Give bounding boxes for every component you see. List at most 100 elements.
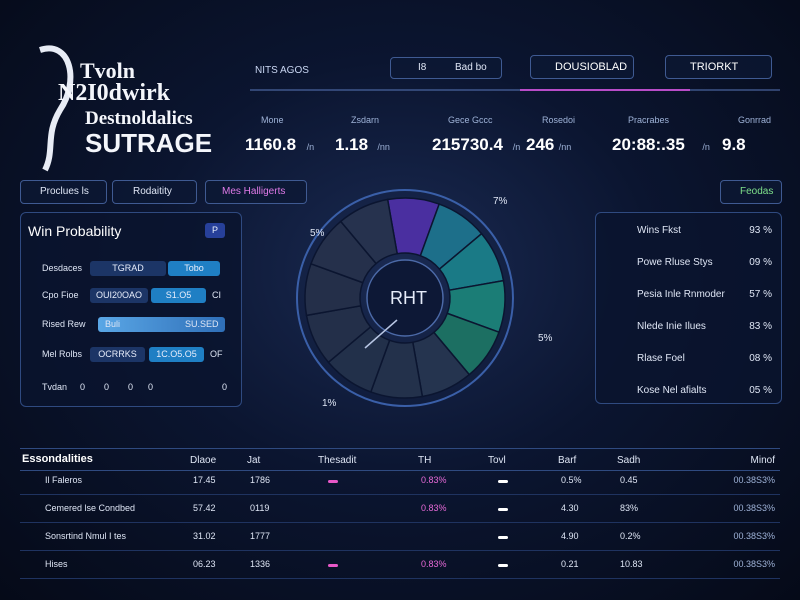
gauge-label: 1% [322, 398, 337, 409]
footer-value: 0 [104, 382, 110, 392]
stat-label: Rosedoi [542, 115, 576, 125]
logo-line: Tvoln [80, 58, 136, 83]
table-cell: 4.90 [561, 531, 579, 541]
row-label: Desdaces [42, 263, 83, 273]
tab-label: Mes Halligerts [222, 186, 286, 197]
table-cell: 0.83% [421, 475, 447, 485]
win-probability-panel [20, 212, 242, 407]
column-header: Tovl [488, 455, 506, 466]
stat-label: Zsdarn [351, 115, 380, 125]
row-label: Mel Rolbs [42, 349, 83, 359]
list-value: 05 % [749, 385, 772, 396]
table-cell: 17.45 [193, 475, 216, 485]
table-cell: 0.83% [421, 503, 447, 513]
column-header: Minof [750, 455, 775, 466]
row-field: S1.O5 [151, 288, 206, 303]
logo-line: SUTRAGE [85, 128, 213, 158]
table-cell: 0.45 [620, 475, 638, 485]
tab[interactable] [20, 180, 107, 204]
tab[interactable] [112, 180, 197, 204]
row-field: 1C.O5.O5 [149, 347, 204, 362]
status-dash [498, 480, 508, 483]
stat-unit: /nn [377, 142, 390, 152]
list-label: Wins Fkst [637, 225, 681, 236]
tab-label: Proclues ls [40, 186, 89, 197]
status-dash [498, 536, 508, 539]
stat-value: 1160.8 [245, 135, 297, 154]
table-cell: 31.02 [193, 531, 216, 541]
list-label: Pesia Inle Rnmoder [637, 289, 725, 300]
table-cell: 00.38S3% [733, 559, 775, 569]
column-header: Dlaoe [190, 455, 217, 466]
row-name: Il Faleros [45, 475, 83, 485]
table-rule [20, 494, 780, 495]
stat-value: 1.18 [335, 135, 369, 154]
gauge-label: 5% [310, 228, 325, 239]
table-cell: 06.23 [193, 559, 216, 569]
stat-value: 9.8 [722, 135, 746, 154]
nav-box-right: Bad bo [455, 62, 487, 73]
panel-title: Win Probability [28, 223, 122, 239]
footer-value: 0 [80, 382, 86, 392]
stat-unit: /n [702, 142, 710, 152]
filter[interactable] [720, 180, 782, 204]
tab[interactable] [205, 180, 307, 204]
table-cell: 1777 [250, 531, 271, 541]
gauge-ring [296, 189, 514, 407]
table-cell: 83% [620, 503, 639, 513]
badge[interactable]: P [205, 223, 225, 238]
table-cell: 10.83 [620, 559, 643, 569]
nav-tab[interactable] [530, 55, 634, 79]
list-value: 09 % [749, 257, 772, 268]
footer-value: 0 [222, 382, 228, 392]
table-cell: 0119 [250, 503, 270, 513]
nav-tab[interactable] [665, 55, 772, 79]
gauge-center: RHT [390, 288, 427, 308]
stat-label: Gece Gccc [448, 115, 493, 125]
list-value: 93 % [749, 225, 772, 236]
column-header: Sadh [617, 455, 641, 466]
nav-tab-label: TRIORKT [690, 61, 739, 73]
row-name: Cemered lse Condbed [45, 503, 136, 513]
stat-unit: /n [512, 142, 521, 152]
table-cell: 57.42 [193, 503, 216, 513]
table-cell: 00.38S3% [733, 531, 775, 541]
table-cell: 4.30 [561, 503, 579, 513]
stat-unit: /nn [558, 142, 572, 152]
status-dash [498, 564, 508, 567]
logo-emblem [39, 45, 74, 172]
status-dash [328, 480, 338, 483]
nav-box[interactable] [390, 57, 502, 79]
side-list-panel [595, 212, 782, 404]
table-rule [20, 522, 780, 523]
nav-tab-label: DOUSIOBLAD [555, 61, 628, 73]
logo-line: N2I0dwirk [58, 80, 171, 106]
footer-value: 0 [148, 382, 154, 392]
column-header: TH [418, 455, 432, 466]
row-label: Cpo Fioe [42, 290, 79, 300]
list-label: Powe Rluse Stys [637, 257, 713, 268]
row-label: Rised Rew [42, 319, 86, 329]
status-dash [498, 508, 508, 511]
row-field-value: SU.SED [185, 319, 219, 329]
nav-item[interactable]: NITS AGOS [255, 65, 309, 76]
table-cell: 0.21 [561, 559, 579, 569]
gauge [296, 189, 514, 407]
list-label: Nlede Inie Ilues [637, 321, 706, 332]
list-label: Kose Nel afialts [637, 385, 707, 396]
table-cell: 1336 [250, 559, 271, 569]
gauge-needle [364, 319, 398, 349]
nav-box-left: I8 [418, 62, 427, 73]
row-field: OCRRKS [90, 347, 145, 362]
column-header: Jat [247, 455, 261, 466]
filter-label: Feodas [740, 186, 774, 197]
table-cell: 0.5% [561, 475, 582, 485]
row-field [98, 317, 225, 332]
stat-value: 246 [526, 135, 555, 154]
row-name: Hises [45, 559, 68, 569]
list-label: Rlase Foel [637, 353, 685, 364]
footer-label: Tvdan [42, 382, 68, 392]
table-cell: 0.83% [421, 559, 447, 569]
